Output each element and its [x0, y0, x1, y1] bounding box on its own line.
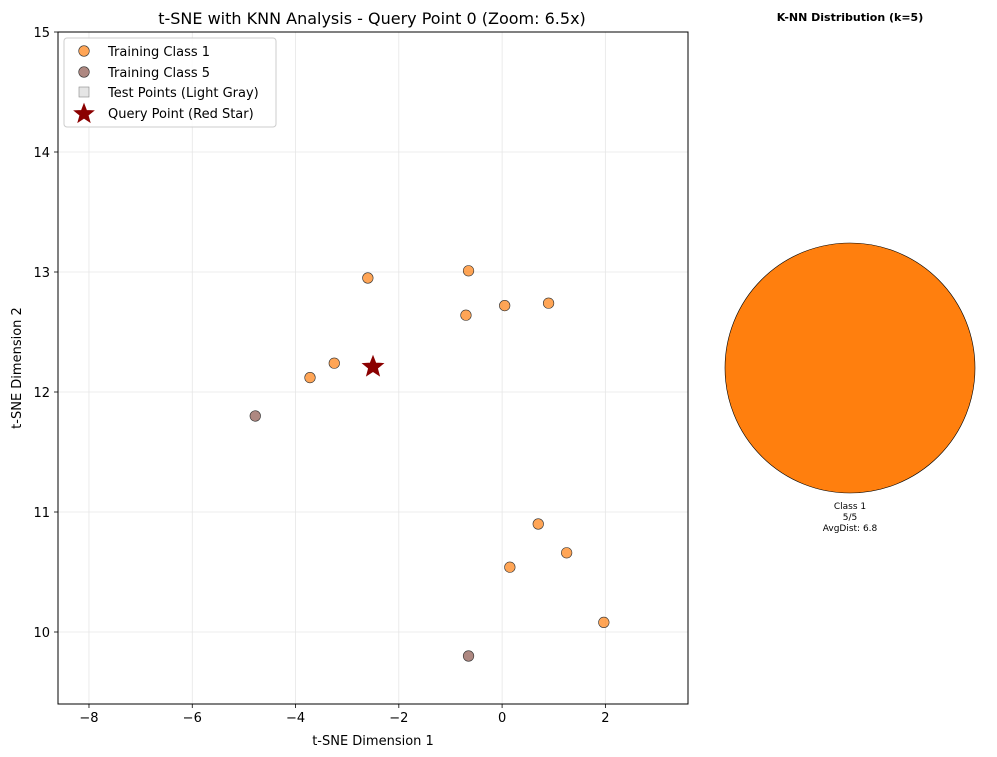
point-class-1	[304, 372, 316, 384]
pie-slice-label: Class 1	[834, 502, 866, 512]
knn-pie-chart: K-NN Distribution (k=5) Class 1 5/5 AvgD…	[724, 11, 976, 534]
x-tick-label: −2	[389, 711, 408, 726]
plot-area-frame	[57, 31, 689, 705]
y-axis-ticks: 10 11 12 13 14 15	[33, 26, 58, 641]
x-tick-label: −6	[183, 711, 202, 726]
x-axis-label: t-SNE Dimension 1	[312, 734, 434, 749]
point-class-1	[598, 616, 610, 629]
y-tick-label: 10	[33, 626, 50, 641]
point-class-1	[460, 309, 472, 321]
legend: Training Class 1 Training Class 5 Test P…	[63, 37, 277, 128]
point-class-1	[362, 272, 374, 284]
point-class-1	[499, 300, 511, 312]
x-tick-label: −4	[286, 711, 305, 726]
scatter-title: t-SNE with KNN Analysis - Query Point 0 …	[158, 9, 586, 28]
pie-title: K-NN Distribution (k=5)	[777, 11, 923, 24]
legend-item: Training Class 5	[78, 66, 210, 81]
scatter-points	[249, 265, 610, 662]
legend-label: Test Points (Light Gray)	[107, 86, 259, 101]
y-tick-label: 15	[33, 26, 50, 41]
pie-slice-avgdist: AvgDist: 6.8	[823, 524, 878, 534]
legend-item: Query Point (Red Star)	[73, 102, 254, 124]
legend-label: Training Class 1	[107, 45, 210, 60]
y-tick-label: 12	[33, 386, 50, 401]
legend-marker-test-points	[78, 86, 90, 98]
point-class-1	[561, 547, 573, 559]
legend-marker-query-star	[73, 102, 95, 124]
point-class-5	[462, 650, 475, 662]
point-class-1	[504, 561, 516, 573]
y-axis-label: t-SNE Dimension 2	[10, 307, 25, 429]
x-tick-label: 0	[498, 711, 506, 726]
point-class-1	[462, 265, 475, 277]
pie-slice-count: 5/5	[843, 513, 857, 523]
legend-marker-class-5	[78, 66, 90, 78]
point-class-5	[249, 410, 261, 422]
legend-label: Training Class 5	[107, 66, 210, 81]
point-class-1	[532, 518, 544, 530]
pie-slices	[724, 242, 976, 494]
scatter-chart: t-SNE with KNN Analysis - Query Point 0 …	[10, 9, 689, 749]
legend-item: Test Points (Light Gray)	[78, 86, 259, 101]
legend-label: Query Point (Red Star)	[108, 107, 254, 122]
y-tick-label: 14	[33, 146, 50, 161]
legend-marker-class-1	[78, 45, 90, 57]
point-class-1	[328, 357, 340, 369]
query-point-star	[361, 354, 385, 377]
x-tick-label: 2	[601, 711, 609, 726]
x-tick-label: −8	[79, 711, 98, 726]
legend-frame	[63, 37, 277, 128]
pie-slice	[724, 242, 976, 494]
y-tick-label: 11	[33, 506, 50, 521]
x-axis-ticks: −8 −6 −4 −2 0 2	[79, 704, 610, 726]
point-class-1	[542, 297, 555, 309]
y-tick-label: 13	[33, 266, 50, 281]
legend-item: Training Class 1	[78, 45, 210, 60]
